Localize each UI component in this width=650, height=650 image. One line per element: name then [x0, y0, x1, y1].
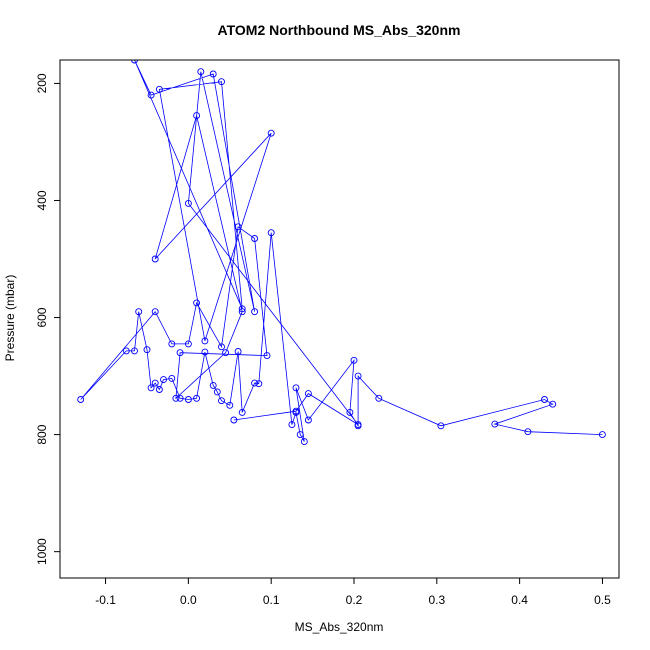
data-point [218, 397, 225, 405]
data-point [354, 372, 362, 380]
data-point [292, 407, 300, 415]
y-tick-label: 1000 [35, 538, 49, 565]
data-point [549, 400, 557, 408]
data-point [160, 376, 167, 384]
data-point [184, 340, 192, 348]
data-point [218, 343, 225, 351]
data-point [491, 420, 499, 428]
data-point [168, 374, 176, 382]
y-axis: 200 400 600 800 1000 [35, 73, 60, 565]
chart-title: ATOM2 Northbound MS_Abs_320nm [218, 22, 461, 38]
series-lines [80, 60, 603, 442]
data-point [131, 347, 138, 355]
data-point [151, 379, 159, 387]
data-point [300, 438, 308, 446]
plot-frame [59, 59, 620, 579]
data-point [155, 386, 163, 393]
data-point [354, 421, 362, 429]
data-point [193, 112, 201, 120]
data-point [218, 78, 225, 86]
data-point [122, 347, 130, 355]
data-point [155, 85, 163, 93]
data-point [238, 308, 246, 316]
data-point [524, 428, 532, 436]
data-point [147, 384, 155, 392]
data-point [201, 337, 209, 345]
data-point [541, 396, 548, 403]
data-point [238, 408, 246, 416]
data-point [184, 396, 192, 403]
data-point [375, 394, 383, 402]
y-axis-label: Pressure (mbar) [3, 275, 17, 362]
data-point [251, 379, 259, 387]
data-point [350, 356, 358, 364]
y-tick-label: 600 [35, 307, 49, 327]
x-tick-label: 0.4 [511, 593, 528, 607]
data-point [263, 352, 271, 360]
data-point [176, 349, 184, 357]
data-point [209, 70, 217, 78]
data-point [77, 396, 85, 403]
data-point [184, 199, 192, 207]
data-point [346, 408, 354, 416]
data-point [304, 390, 312, 398]
data-point [213, 388, 221, 396]
x-tick-label: 0.1 [263, 593, 280, 607]
y-tick-label: 400 [35, 190, 49, 210]
data-point [255, 380, 263, 388]
data-point [296, 431, 304, 439]
series-points [77, 60, 606, 446]
data-point [238, 305, 246, 313]
data-point [143, 346, 151, 354]
x-tick-label: 0.2 [346, 593, 363, 607]
y-tick-label: 800 [35, 424, 49, 444]
data-point [168, 340, 176, 348]
data-point [172, 394, 180, 402]
x-tick-label: 0.5 [594, 593, 611, 607]
data-point [437, 422, 445, 430]
data-point [234, 223, 242, 231]
x-tick-label: 0.3 [428, 593, 445, 607]
x-axis-label: MS_Abs_320nm [295, 620, 384, 634]
data-point [598, 431, 606, 439]
data-point [176, 394, 184, 402]
data-point [267, 129, 275, 137]
data-point [197, 68, 205, 76]
data-point [226, 401, 234, 409]
data-point [267, 229, 275, 237]
data-point [292, 384, 300, 392]
data-point [151, 255, 159, 263]
data-point [234, 348, 242, 355]
x-tick-label: -0.1 [95, 593, 116, 607]
data-point [201, 348, 209, 356]
y-tick-label: 200 [35, 73, 49, 93]
x-axis: -0.1 0.0 0.1 0.2 0.3 0.4 0.5 [95, 578, 611, 607]
data-point [288, 421, 296, 429]
series-line [80, 60, 603, 442]
data-point [193, 394, 201, 402]
x-tick-label: 0.0 [180, 593, 197, 607]
data-point [193, 299, 201, 307]
data-point [151, 308, 159, 316]
data-point [251, 235, 259, 242]
data-point [131, 60, 138, 64]
data-point [147, 91, 155, 99]
data-point [135, 308, 143, 316]
data-point [209, 381, 217, 389]
data-point [304, 416, 312, 424]
data-point [230, 416, 238, 424]
data-point [222, 349, 230, 357]
data-point [251, 308, 259, 316]
